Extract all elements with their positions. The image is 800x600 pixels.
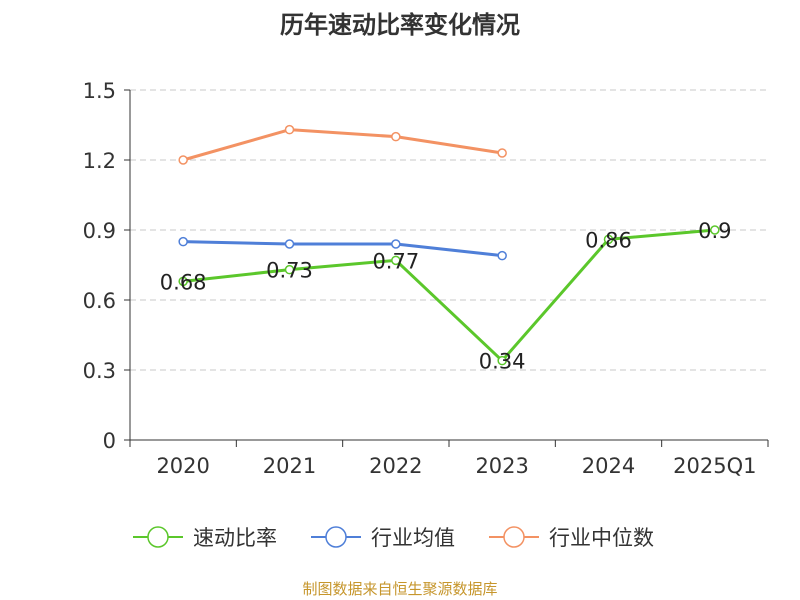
data-point (178, 155, 188, 165)
series-line (183, 228, 715, 363)
data-point (497, 250, 507, 261)
data-point (178, 236, 188, 247)
y-tick-label: 0.6 (83, 289, 116, 313)
legend-label: 行业均值 (371, 526, 455, 550)
data-point (391, 255, 401, 266)
data-label: 0.73 (266, 259, 313, 283)
x-tick-label: 2023 (475, 454, 528, 478)
legend-marker (147, 526, 169, 548)
y-tick-label: 0.9 (83, 219, 116, 243)
data-point (284, 264, 295, 275)
chart-title: 历年速动比率变化情况 (280, 11, 520, 39)
source-note: 制图数据来自恒生聚源数据库 (302, 580, 498, 598)
y-tick-label: 1.5 (83, 79, 116, 103)
legend-label: 速动比率 (193, 526, 277, 550)
x-tick-label: 2024 (582, 454, 635, 478)
y-tick-label: 0.3 (83, 359, 116, 383)
x-tick-label: 2022 (369, 454, 422, 478)
data-point (391, 131, 401, 142)
data-point (603, 234, 614, 245)
data-label: 0.86 (585, 228, 632, 252)
series-line (183, 240, 503, 258)
data-point (497, 355, 507, 366)
data-point (710, 225, 720, 235)
data-label: 0.34 (479, 350, 526, 374)
data-label: 0.77 (372, 249, 419, 273)
y-tick-label: 0 (103, 429, 116, 453)
data-label: 0.68 (160, 270, 207, 294)
data-point (284, 239, 295, 249)
y-tick-label: 1.2 (83, 149, 116, 173)
x-tick-label: 2020 (156, 454, 209, 478)
legend-marker (503, 526, 525, 548)
data-point (284, 124, 295, 135)
data-point (391, 239, 401, 249)
legend-label: 行业中位数 (549, 526, 654, 550)
x-tick-label: 2025Q1 (673, 454, 756, 478)
data-point (178, 276, 188, 287)
data-label: 0.9 (698, 219, 731, 243)
x-tick-label: 2021 (263, 454, 316, 478)
legend-marker (325, 526, 347, 548)
series-line (182, 128, 503, 162)
data-point (497, 148, 507, 158)
